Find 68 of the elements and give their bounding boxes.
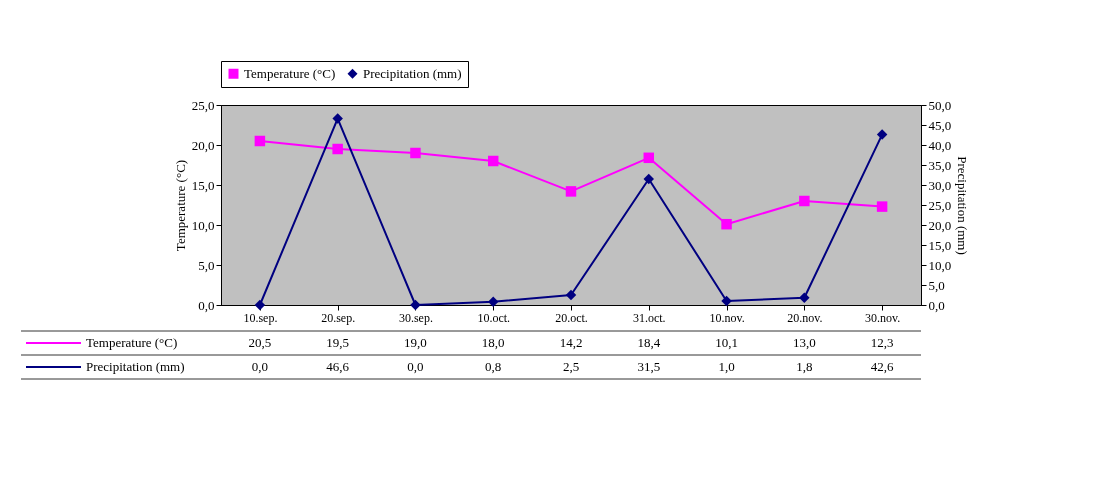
- y-tick-label: 0,0: [198, 297, 215, 313]
- point: [565, 186, 577, 197]
- text: Temperature (°C): [86, 335, 178, 350]
- y-axis-title: Temperature (°C): [172, 159, 188, 252]
- y2-axis-title: Precipitation (mm): [955, 156, 971, 255]
- x-tick-label: 20.oct.: [555, 310, 588, 325]
- y-tick-label: 20,0: [191, 137, 215, 153]
- y2-tick-label: 45,0: [928, 117, 952, 133]
- x-tick-label: 10.sep.: [243, 310, 278, 325]
- data-label: 42,6: [870, 359, 894, 374]
- y2-tick-label: 25,0: [928, 197, 952, 213]
- legend-label: Precipitation (mm): [363, 65, 462, 81]
- point: [643, 173, 655, 185]
- data-label: 46,6: [326, 359, 350, 374]
- point: [332, 143, 343, 155]
- y2-tick-label: 5,0: [928, 277, 945, 293]
- data-label: 19,0: [404, 335, 427, 350]
- point: [721, 218, 732, 230]
- x-tick-label: 30.nov.: [864, 310, 901, 325]
- x-tick-label: 10.oct.: [477, 310, 511, 325]
- data-label: 14,2: [559, 335, 583, 350]
- point: [799, 195, 810, 207]
- data-label: 12,3: [870, 335, 894, 350]
- y2-tick-label: 40,0: [928, 137, 952, 153]
- data-label: 19,5: [326, 335, 350, 350]
- data-label: 1,8: [796, 359, 813, 374]
- x-tick-label: 31.oct.: [632, 310, 666, 325]
- y2-tick-label: 0,0: [928, 297, 945, 313]
- y2-tick-label: 15,0: [928, 237, 952, 253]
- point: [332, 113, 343, 124]
- data-label: 10,1: [715, 335, 738, 350]
- data-label: 0,0: [407, 359, 424, 374]
- y-tick-label: 5,0: [198, 257, 215, 273]
- y2-tick-label: 35,0: [928, 157, 952, 173]
- point: [876, 129, 888, 140]
- point: [487, 296, 499, 308]
- x-tick-label: 30.sep.: [398, 310, 433, 325]
- y-tick-label: 25,0: [191, 97, 215, 113]
- data-label: 18,0: [481, 335, 505, 350]
- point: [565, 289, 577, 301]
- point: [410, 147, 421, 159]
- data-label: 1,0: [718, 359, 735, 374]
- data-label: 0,8: [485, 359, 502, 374]
- point: [410, 299, 421, 311]
- y2-tick-label: 30,0: [928, 177, 952, 193]
- data-label: 31,5: [637, 359, 661, 374]
- y-tick-label: 10,0: [191, 217, 215, 233]
- y2-tick-label: 50,0: [928, 97, 952, 113]
- y2-tick-label: 10,0: [928, 257, 952, 273]
- point: [487, 155, 499, 167]
- point: [721, 295, 732, 307]
- point: [876, 201, 888, 212]
- data-label: 18,4: [637, 335, 661, 350]
- x-tick-label: 20.nov.: [787, 310, 823, 325]
- data-label: 0,0: [251, 359, 269, 374]
- point: [254, 299, 266, 311]
- data-label: 13,0: [792, 335, 816, 350]
- data-label: 2,5: [562, 359, 580, 374]
- data-label: 20,5: [248, 335, 272, 350]
- y-tick-label: 15,0: [191, 177, 215, 193]
- legend-label: Temperature (°C): [244, 65, 336, 81]
- x-tick-label: 20.sep.: [321, 310, 356, 325]
- text: Precipitation (mm): [86, 359, 185, 374]
- point: [643, 152, 655, 164]
- point: [799, 292, 810, 304]
- y2-tick-label: 20,0: [928, 217, 952, 233]
- point: [254, 135, 266, 147]
- x-tick-label: 10.nov.: [709, 310, 745, 325]
